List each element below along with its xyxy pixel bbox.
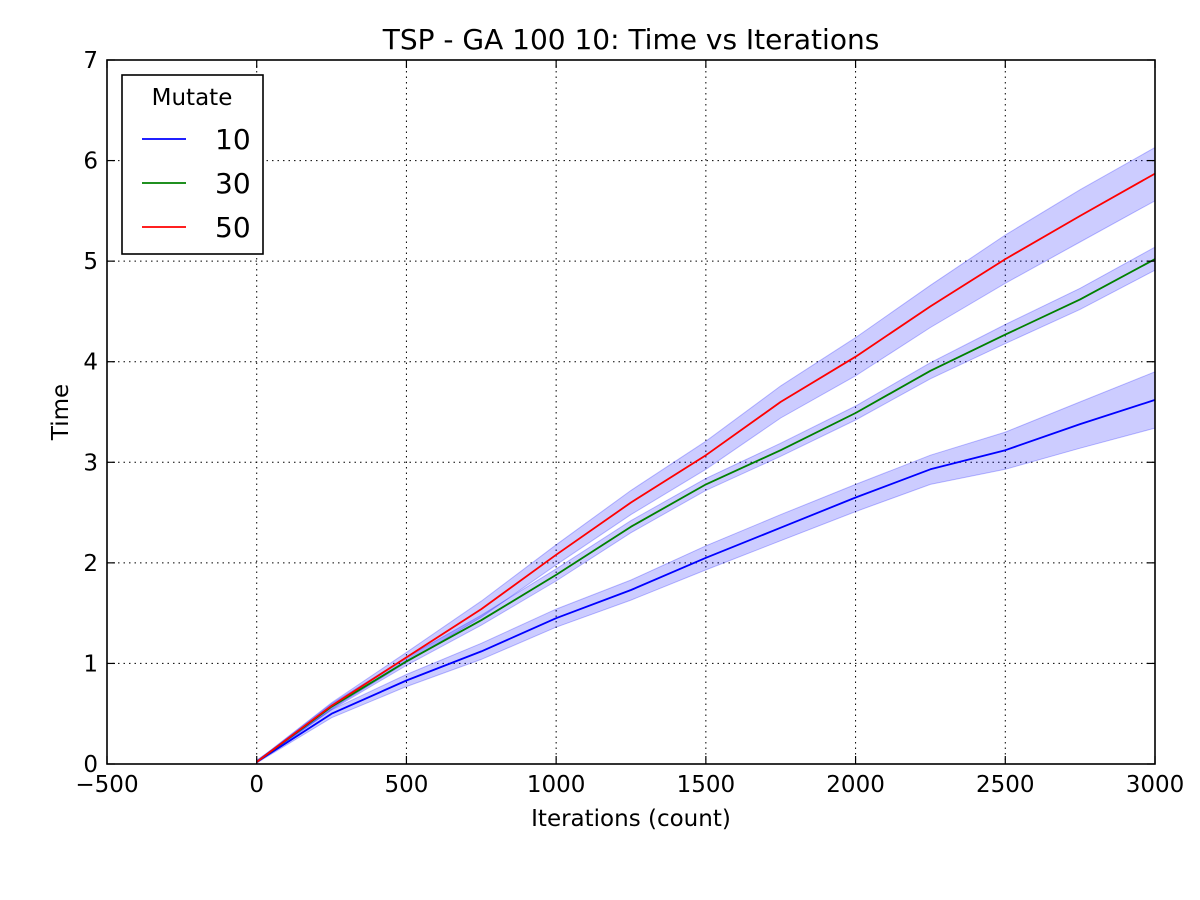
line-series-10 (256, 399, 1156, 763)
legend-label-50: 50 (215, 211, 251, 244)
x-tick-label: 2500 (976, 772, 1035, 798)
x-tick-label: 3000 (1126, 772, 1185, 798)
line-series-50 (256, 172, 1156, 763)
legend-label-10: 10 (215, 123, 251, 156)
x-axis-ticks: −500 0 500 1000 1500 2000 2500 3000 (75, 60, 1184, 798)
plot-frame (106, 59, 1156, 765)
legend: Mutate 10 30 50 (121, 74, 264, 255)
x-tick-label: 0 (249, 772, 264, 798)
legend-label-30: 30 (215, 167, 251, 200)
y-tick-label: 1 (83, 651, 98, 677)
x-tick-label: 1000 (527, 772, 586, 798)
legend-box (121, 74, 264, 255)
legend-items: 10 30 50 (142, 123, 251, 244)
x-axis-label: Iterations (count) (531, 806, 731, 832)
x-tick-label: 500 (384, 772, 428, 798)
chart-title: TSP - GA 100 10: Time vs Iterations (382, 23, 880, 56)
y-tick-label: 6 (83, 149, 98, 175)
y-axis-label: Time (48, 384, 74, 441)
y-axis-ticks: 0 1 2 3 4 5 6 7 (83, 48, 1155, 778)
line-series-30 (256, 258, 1156, 763)
y-tick-label: 2 (83, 551, 98, 577)
legend-title: Mutate (152, 85, 233, 111)
x-tick-label: −500 (75, 772, 138, 798)
y-tick-label: 4 (83, 350, 98, 376)
y-tick-label: 7 (83, 48, 98, 74)
y-tick-label: 3 (83, 450, 98, 476)
y-tick-label: 0 (83, 752, 98, 778)
series-lines (256, 172, 1156, 763)
x-tick-label: 2000 (826, 772, 885, 798)
y-tick-label: 5 (83, 249, 98, 275)
grid (107, 60, 1155, 764)
x-tick-label: 1500 (677, 772, 736, 798)
